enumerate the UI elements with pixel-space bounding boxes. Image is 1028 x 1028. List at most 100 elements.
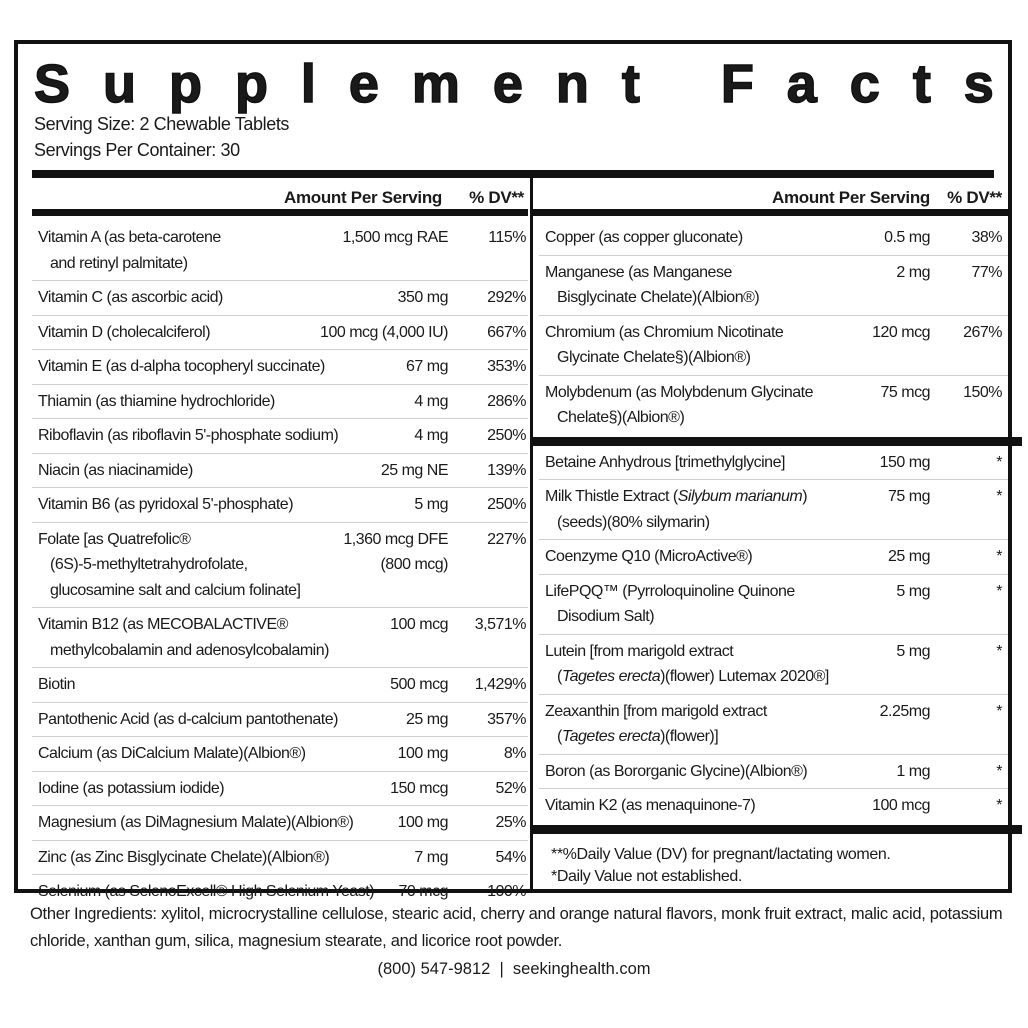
- name-text: Biotin: [38, 676, 76, 693]
- nutrient-row: Selenium (as SelenoExcell® High Selenium…: [32, 875, 528, 909]
- daily-value: *: [996, 642, 1002, 660]
- nutrient-name: LifePQQ™ (Pyrroloquinoline Quinone Disodi…: [545, 579, 1008, 630]
- amount-per-serving: 70 mcg: [399, 879, 449, 905]
- amount-text: 150 mcg: [390, 779, 448, 797]
- amount-text: (800 mcg): [380, 556, 448, 573]
- amount-text: 100 mg: [397, 814, 449, 831]
- footnote: *Daily Value not established.: [551, 867, 742, 885]
- name-text: Copper (as copper gluconate): [545, 229, 743, 246]
- daily-value: *: [996, 548, 1002, 565]
- nutrient-row: Vitamin D (cholecalciferol) 100 mcg (4,00…: [32, 316, 528, 350]
- amount-per-serving: 500 mcg: [390, 672, 448, 698]
- amount-text: 1,360 mcg DFE: [343, 530, 448, 548]
- nutrient-row: LifePQQ™ (Pyrroloquinoline Quinone Disodi…: [539, 575, 1008, 635]
- amount-per-serving: 1,500 mcg RAE: [342, 225, 448, 251]
- amount-text: 2.25mg: [879, 702, 931, 720]
- contact-info: (800) 547-9812 | seekinghealth.com: [377, 960, 651, 978]
- divider-bar: [533, 824, 1022, 834]
- nutrient-name: Boron (as Bororganic Glycine)(Albion®): [545, 759, 1008, 785]
- amount-per-serving: 25 mg: [406, 707, 448, 733]
- nutrient-row: Vitamin B6 (as pyridoxal 5'-phosphate) 5 …: [32, 488, 528, 523]
- name-text: and retinyl palmitate): [50, 254, 188, 272]
- amount-per-serving: 7 mg: [414, 845, 448, 871]
- daily-value: 54%: [495, 848, 526, 866]
- title-letter: e: [492, 53, 524, 115]
- title-letter: S: [33, 53, 71, 115]
- name-text: Vitamin K2 (as menaquinone-7): [545, 797, 756, 814]
- title-letter: s: [963, 53, 995, 115]
- amount-text: 67 mg: [406, 358, 448, 375]
- nutrient-row: Boron (as Bororganic Glycine)(Albion®) 1 …: [539, 755, 1008, 789]
- dv-header: % DV**: [469, 188, 524, 207]
- name-text: Pantothenic Acid (as d-calcium pantothen…: [38, 710, 338, 728]
- amount-text: 7 mg: [414, 848, 448, 866]
- amount-text: 5 mg: [414, 496, 448, 513]
- nutrient-list: Vitamin A (as beta-carotene and retinyl p…: [32, 216, 528, 909]
- amount-per-serving: 100 mcg (4,000 IU): [320, 320, 448, 346]
- name-text: Glycinate Chelate§)(Albion®): [557, 349, 751, 366]
- daily-value: 150%: [963, 383, 1002, 401]
- daily-value: *: [996, 762, 1002, 780]
- nutrient-name: Pantothenic Acid (as d-calcium pantothen…: [38, 707, 528, 733]
- daily-value: *: [996, 582, 1002, 600]
- name-text: Zinc (as Zinc Bisglycinate Chelate)(Albi…: [38, 848, 330, 866]
- amount-per-serving: 2 mg: [896, 260, 930, 286]
- amount-text: 500 mcg: [390, 676, 448, 693]
- amount-text: 4 mg: [414, 427, 448, 444]
- name-text: Tagetes erecta: [561, 668, 661, 685]
- name-text: Folate [as Quatrefolic®: [38, 530, 191, 548]
- nutrient-row: Vitamin K2 (as menaquinone-7) 100 mcg *: [539, 789, 1008, 823]
- nutrient-row: Iodine (as potassium iodide) 150 mcg 52%: [32, 772, 528, 806]
- footnotes: **%Daily Value (DV) for pregnant/lactati…: [539, 834, 1008, 888]
- column-header: Amount Per Serving % DV**: [533, 178, 1008, 216]
- amount-header: Amount Per Serving: [771, 188, 930, 207]
- title-letter: F: [720, 53, 755, 115]
- nutrient-name: Copper (as copper gluconate): [545, 225, 1008, 251]
- amount-per-serving: 100 mg: [397, 810, 449, 836]
- nutrient-name: Vitamin B6 (as pyridoxal 5'-phosphate): [38, 492, 528, 518]
- name-text: glucosamine salt and calcium folinate]: [50, 581, 301, 599]
- amount-text: 75 mcg: [880, 383, 931, 401]
- amount-per-serving: 350 mg: [398, 285, 449, 311]
- amount-per-serving: 67 mg: [406, 354, 448, 380]
- name-text: (: [557, 728, 562, 745]
- servings-per-container: Servings Per Container: 30: [34, 140, 240, 160]
- nutrient-name: Folate [as Quatrefolic® (6S)-5-methyltetr…: [38, 527, 528, 604]
- title-letter: [673, 54, 688, 114]
- amount-text: 5 mg: [896, 642, 930, 660]
- name-text: (seeds)(80% silymarin): [557, 513, 710, 531]
- name-text: Magnesium (as DiMagnesium Malate)(Albion…: [38, 814, 354, 831]
- name-text: (6S)-5-methyltetrahydrofolate,: [50, 556, 248, 573]
- nutrient-list: Copper (as copper gluconate) 0.5 mg 38% Man…: [533, 216, 1022, 888]
- nutrient-name: Zeaxanthin [from marigold extract (Tagete…: [545, 699, 1008, 750]
- nutrient-row: Copper (as copper gluconate) 0.5 mg 38%: [539, 221, 1008, 256]
- name-text: Tagetes erecta: [561, 728, 661, 745]
- amount-per-serving: 1,360 mcg DFE (800 mcg): [343, 527, 448, 578]
- nutrient-row: Vitamin E (as d-alpha tocopheryl succina…: [32, 350, 528, 385]
- name-text: )(flower) Lutemax 2020®]: [660, 668, 829, 685]
- name-text: Zeaxanthin [from marigold extract: [545, 702, 767, 720]
- name-text: Manganese (as Manganese: [545, 263, 732, 281]
- amount-per-serving: 25 mg: [888, 544, 930, 570]
- title-letter: l: [300, 53, 317, 115]
- daily-value: 139%: [487, 461, 526, 479]
- left-column: Amount Per Serving % DV** Vitamin A (as …: [32, 178, 528, 900]
- amount-text: 1 mg: [896, 762, 930, 780]
- nutrient-name: Vitamin B12 (as MECOBALACTIVE® methylcoba…: [38, 612, 528, 663]
- amount-per-serving: 100 mcg: [872, 793, 930, 819]
- daily-value: 115%: [488, 229, 526, 246]
- amount-text: 100 mcg: [872, 797, 930, 814]
- amount-text: 150 mg: [879, 453, 931, 471]
- name-text: ): [802, 488, 808, 505]
- name-text: Vitamin C (as ascorbic acid): [38, 289, 223, 306]
- name-text: Vitamin D (cholecalciferol): [38, 323, 211, 341]
- title-letter: t: [621, 53, 640, 115]
- nutrient-row: Pantothenic Acid (as d-calcium pantothen…: [32, 703, 528, 737]
- amount-per-serving: 1 mg: [896, 759, 930, 785]
- amount-per-serving: 100 mcg: [390, 612, 448, 638]
- name-text: Riboflavin (as riboflavin 5'-phosphate s…: [38, 427, 339, 444]
- nutrient-row: Betaine Anhydrous [trimethylglycine] 150 …: [539, 446, 1008, 480]
- title-letter: t: [912, 53, 931, 115]
- daily-value: 286%: [487, 392, 526, 410]
- amount-per-serving: 4 mg: [414, 389, 448, 415]
